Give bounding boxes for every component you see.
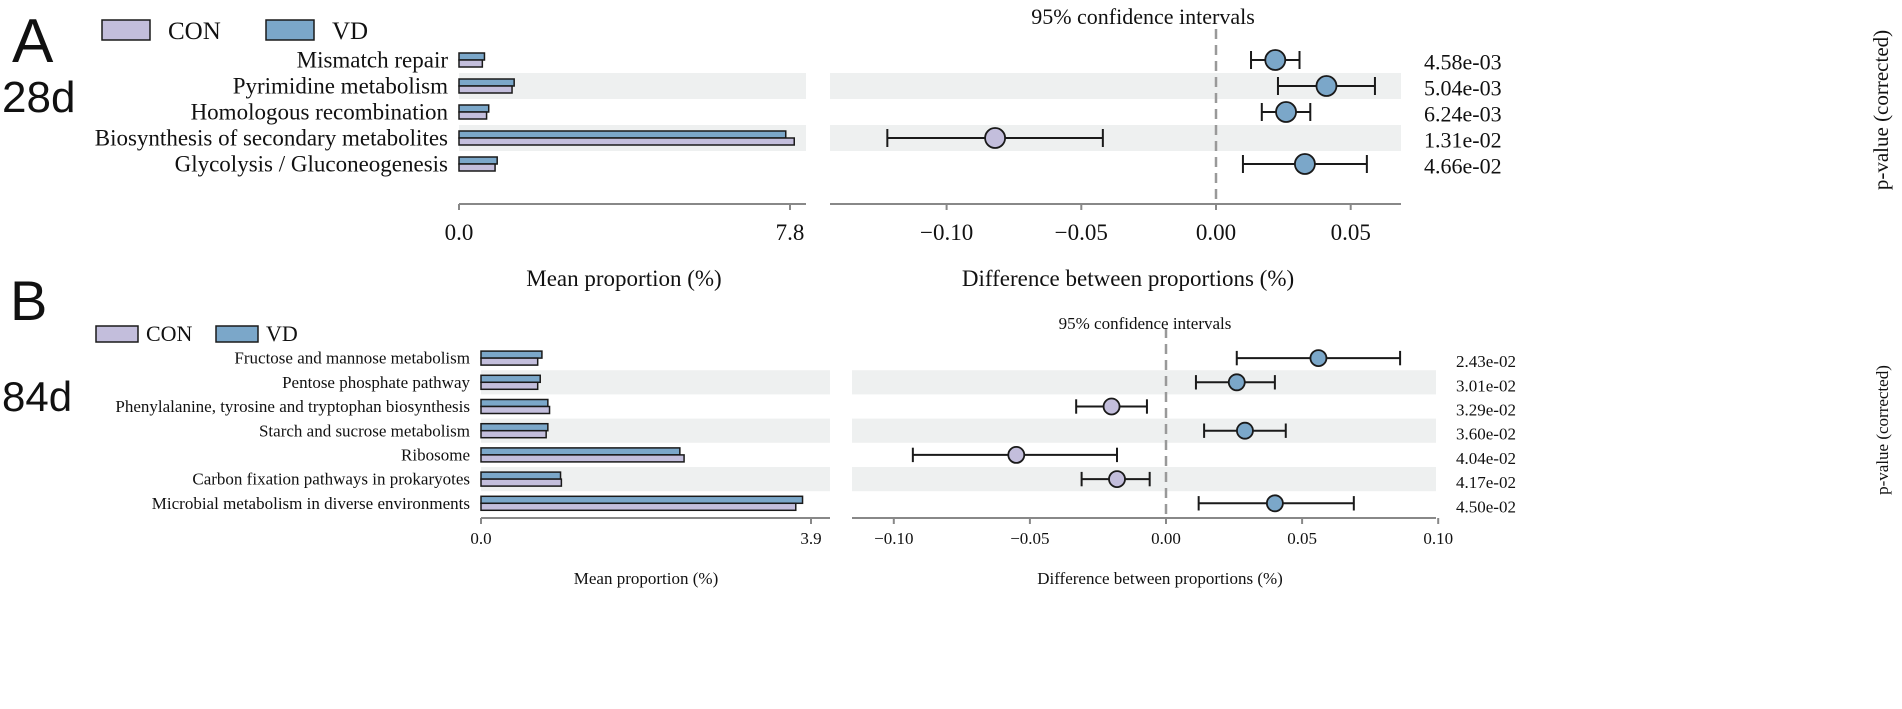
bar-vd-a xyxy=(458,156,498,165)
mean-axis-tick-label-b: 0.0 xyxy=(470,529,491,548)
difference-point-a xyxy=(984,127,1006,149)
p-value-a: 4.66e-02 xyxy=(1424,154,1502,179)
panel-letter-a: A xyxy=(12,7,54,76)
bar-con-a xyxy=(458,111,488,120)
ci-title-a: 95% confidence intervals xyxy=(1031,4,1255,29)
time-label-b: 84d xyxy=(2,373,72,420)
bar-con-b xyxy=(480,502,797,512)
legend-swatch-con-b xyxy=(95,325,139,343)
p-value-axis-label-b: p-value (corrected) xyxy=(1873,365,1892,495)
legend-swatch-vd-b xyxy=(215,325,259,343)
diff-axis-tick-label-a: 0.00 xyxy=(1196,220,1236,245)
difference-point-b xyxy=(1265,494,1284,513)
ci-title-b: 95% confidence intervals xyxy=(1059,314,1232,333)
bar-con-b xyxy=(480,454,685,463)
diff-axis-label-a: Difference between proportions (%) xyxy=(962,266,1294,291)
bar-con-b xyxy=(480,478,563,487)
category-label-a: Pyrimidine metabolism xyxy=(233,74,448,99)
bar-vd-a xyxy=(458,52,486,61)
diff-axis-tick-label-a: 0.05 xyxy=(1331,220,1371,245)
p-value-b: 4.17e-02 xyxy=(1456,473,1516,492)
difference-point-b xyxy=(1227,373,1246,392)
p-value-axis-label-a: p-value (corrected) xyxy=(1869,30,1893,190)
panel-letter-b: B xyxy=(10,269,47,332)
legend-swatch-con-a xyxy=(101,19,151,41)
diff-axis-tick-label-b: 0.10 xyxy=(1423,529,1453,548)
p-value-b: 3.29e-02 xyxy=(1456,400,1516,419)
mean-axis-tick-label-a: 0.0 xyxy=(445,220,474,245)
category-label-a: Homologous recombination xyxy=(191,100,449,125)
category-label-a: Mismatch repair xyxy=(297,48,449,73)
p-value-b: 3.01e-02 xyxy=(1456,376,1516,395)
p-value-b: 3.60e-02 xyxy=(1456,425,1516,444)
legend-label-vd-a: VD xyxy=(332,18,368,45)
bar-con-b xyxy=(480,381,539,391)
category-label-b: Ribosome xyxy=(401,446,470,465)
difference-point-a xyxy=(1264,49,1287,71)
p-value-a: 1.31e-02 xyxy=(1424,128,1502,153)
bar-con-b xyxy=(480,405,551,415)
bar-vd-a xyxy=(458,78,515,87)
bar-vd-b xyxy=(480,471,562,480)
difference-point-b xyxy=(1309,349,1328,368)
p-value-a: 5.04e-03 xyxy=(1424,76,1502,101)
legend-swatch-vd-a xyxy=(265,19,315,41)
category-label-a: Biosynthesis of secondary metabolites xyxy=(95,126,448,151)
difference-point-b xyxy=(1108,470,1126,489)
category-label-b: Carbon fixation pathways in prokaryotes xyxy=(192,470,470,489)
p-value-b: 4.04e-02 xyxy=(1456,449,1516,468)
bar-vd-a xyxy=(458,130,787,139)
bar-con-a xyxy=(458,59,484,68)
mean-axis-label-a: Mean proportion (%) xyxy=(526,266,721,291)
category-label-b: Phenylalanine, tyrosine and tryptophan b… xyxy=(115,397,470,416)
bar-con-a xyxy=(458,163,496,172)
category-label-a: Glycolysis / Gluconeogenesis xyxy=(175,152,448,177)
diff-axis-tick-label-b: 0.00 xyxy=(1151,529,1181,548)
diff-axis-tick-label-b: 0.05 xyxy=(1287,529,1317,548)
diff-axis-tick-label-a: −0.05 xyxy=(1055,220,1108,245)
legend-label-con-b: CON xyxy=(146,321,193,346)
difference-point-a xyxy=(1315,75,1338,97)
category-label-b: Fructose and mannose metabolism xyxy=(234,349,470,368)
p-value-a: 6.24e-03 xyxy=(1424,102,1502,127)
p-value-b: 2.43e-02 xyxy=(1456,352,1516,371)
difference-point-a xyxy=(1294,153,1316,175)
bar-vd-b xyxy=(480,422,549,432)
bar-con-a xyxy=(458,85,513,94)
diff-axis-tick-label-b: −0.05 xyxy=(1010,529,1049,548)
p-value-a: 4.58e-03 xyxy=(1424,50,1502,75)
bar-con-b xyxy=(480,429,547,439)
diff-axis-label-b: Difference between proportions (%) xyxy=(1037,569,1283,588)
legend-label-vd-b: VD xyxy=(266,321,298,346)
category-label-b: Starch and sucrose metabolism xyxy=(259,421,470,440)
difference-point-b xyxy=(1102,397,1121,416)
p-value-b: 4.50e-02 xyxy=(1456,497,1516,516)
bar-vd-b xyxy=(480,398,549,408)
bar-vd-b xyxy=(480,447,681,456)
diff-axis-tick-label-b: −0.10 xyxy=(874,529,913,548)
mean-axis-tick-label-a: 7.8 xyxy=(776,220,805,245)
bar-vd-b xyxy=(480,350,543,359)
row-band-mean-a xyxy=(459,73,806,99)
bar-con-a xyxy=(458,137,795,146)
category-label-b: Microbial metabolism in diverse environm… xyxy=(152,494,470,513)
difference-point-a xyxy=(1275,101,1297,123)
mean-axis-label-b: Mean proportion (%) xyxy=(574,569,718,588)
mean-axis-tick-label-b: 3.9 xyxy=(800,529,821,548)
legend-label-con-a: CON xyxy=(168,18,221,45)
difference-point-b xyxy=(1007,445,1026,464)
bar-vd-a xyxy=(458,104,490,113)
difference-point-b xyxy=(1236,421,1254,440)
bar-con-b xyxy=(480,357,539,366)
time-label-a: 28d xyxy=(2,73,75,122)
bar-vd-b xyxy=(480,495,804,505)
category-label-b: Pentose phosphate pathway xyxy=(282,373,470,392)
row-band-diff-b xyxy=(852,370,1436,395)
row-band-diff-b xyxy=(852,418,1436,443)
bar-vd-b xyxy=(480,374,541,384)
diff-axis-tick-label-a: −0.10 xyxy=(920,220,973,245)
